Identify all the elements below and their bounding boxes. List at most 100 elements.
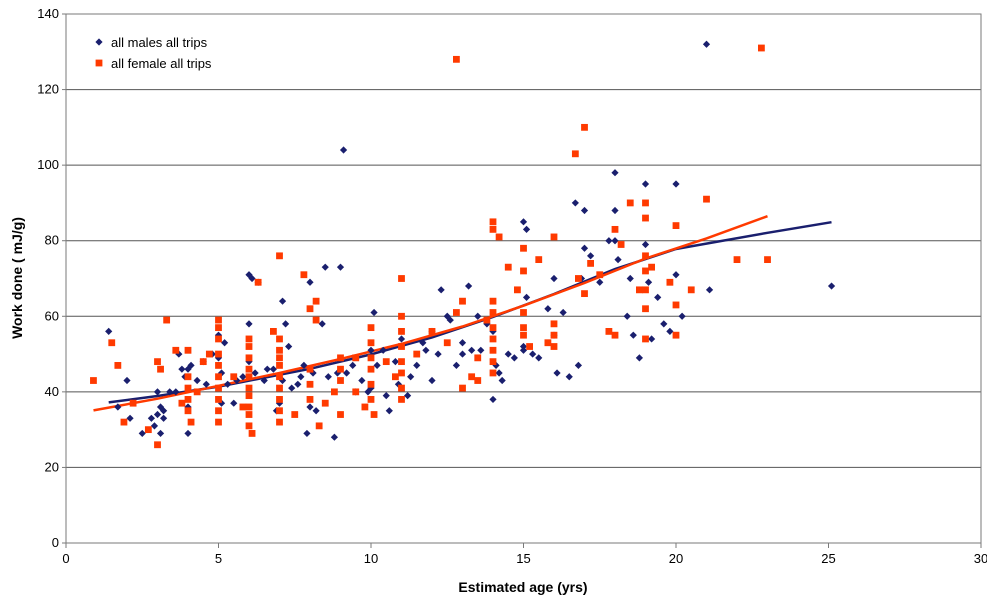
male-data-point	[446, 316, 454, 324]
male-data-point	[660, 320, 668, 328]
female-data-point	[489, 369, 497, 377]
male-data-point	[596, 278, 604, 286]
male-data-point	[641, 240, 650, 249]
female-data-point	[581, 123, 588, 131]
female-data-point	[642, 267, 649, 275]
x-tick-label: 5	[215, 551, 222, 566]
male-data-point	[519, 346, 528, 354]
female-data-point	[276, 373, 283, 381]
female-data-point	[187, 418, 195, 426]
male-data-point	[550, 274, 558, 283]
female-data-point	[276, 346, 283, 354]
male-data-point	[522, 225, 531, 233]
male-data-point	[705, 286, 714, 294]
female-data-point	[337, 354, 344, 362]
female-data-point	[398, 369, 405, 377]
male-data-point	[654, 293, 662, 301]
female-data-point	[199, 358, 207, 366]
male-data-point	[358, 376, 366, 385]
female-data-point	[215, 316, 222, 324]
female-data-point	[611, 331, 619, 339]
male-data-point	[477, 346, 485, 354]
male-data-point	[187, 361, 195, 370]
male-data-point	[611, 206, 619, 215]
male-data-point	[150, 422, 159, 430]
female-data-point	[428, 328, 436, 335]
female-data-point	[611, 225, 619, 233]
female-data-point	[352, 388, 360, 396]
y-tick-label: 0	[52, 535, 59, 550]
female-data-point	[245, 384, 253, 392]
female-data-point	[398, 384, 405, 392]
male-data-point	[678, 312, 686, 320]
female-data-point	[215, 373, 222, 381]
female-data-point	[398, 312, 405, 320]
trendline	[93, 215, 768, 412]
male-data-point	[413, 361, 421, 370]
female-data-point	[245, 373, 253, 381]
legend: all males all trips all female all trips	[82, 28, 252, 76]
female-data-point	[520, 309, 527, 316]
female-data-point	[337, 411, 344, 418]
y-tick-label: 120	[37, 82, 59, 97]
female-data-point	[642, 286, 649, 294]
female-data-point	[245, 411, 253, 418]
female-data-point	[184, 407, 192, 415]
female-data-point	[184, 396, 192, 403]
male-data-point	[626, 274, 634, 283]
male-data-point	[193, 376, 201, 385]
male-data-point	[559, 308, 567, 317]
male-data-point	[391, 358, 399, 366]
female-data-point	[596, 271, 604, 279]
female-data-point	[215, 335, 222, 343]
female-data-point	[550, 331, 558, 339]
female-data-point	[550, 233, 558, 241]
female-data-point	[468, 373, 476, 381]
female-data-point	[398, 396, 405, 403]
female-data-point	[489, 309, 497, 316]
male-data-point	[278, 297, 287, 305]
male-data-point	[260, 376, 268, 385]
male-data-point	[367, 346, 375, 354]
female-data-point	[306, 396, 314, 403]
male-data-point	[251, 369, 259, 377]
male-data-point	[105, 327, 113, 335]
female-data-point	[587, 259, 594, 267]
male-data-point	[166, 388, 174, 396]
female-data-point	[575, 275, 582, 282]
male-data-point	[248, 274, 256, 283]
female-data-point	[398, 328, 405, 335]
female-data-point	[154, 358, 161, 366]
male-data-point	[571, 199, 579, 207]
female-data-point	[581, 290, 588, 298]
female-data-point	[270, 328, 277, 335]
female-data-point	[367, 339, 375, 347]
male-data-point	[519, 342, 528, 351]
female-data-point	[352, 354, 360, 362]
male-data-point	[385, 407, 393, 415]
female-data-point	[544, 339, 552, 347]
female-data-point	[489, 324, 497, 332]
male-data-point	[160, 414, 168, 422]
male-data-point	[300, 361, 308, 370]
female-data-point	[184, 346, 192, 354]
female-data-point	[504, 263, 512, 271]
female-data-point	[193, 388, 201, 396]
male-data-point	[214, 354, 223, 362]
male-data-point	[623, 312, 631, 320]
female-data-point	[120, 418, 128, 426]
female-data-point	[245, 343, 253, 350]
female-data-point	[520, 244, 527, 252]
male-data-point	[437, 286, 445, 294]
male-data-point	[672, 180, 680, 188]
male-data-point	[214, 331, 223, 339]
male-data-point	[474, 312, 482, 320]
legend-female-marker	[95, 59, 103, 67]
male-data-point	[574, 361, 582, 370]
female-data-point	[550, 320, 558, 328]
female-data-point	[276, 252, 283, 260]
x-tick-label: 0	[62, 551, 69, 566]
male-data-point	[614, 256, 622, 264]
male-data-point	[452, 361, 460, 370]
male-data-point	[605, 237, 613, 245]
